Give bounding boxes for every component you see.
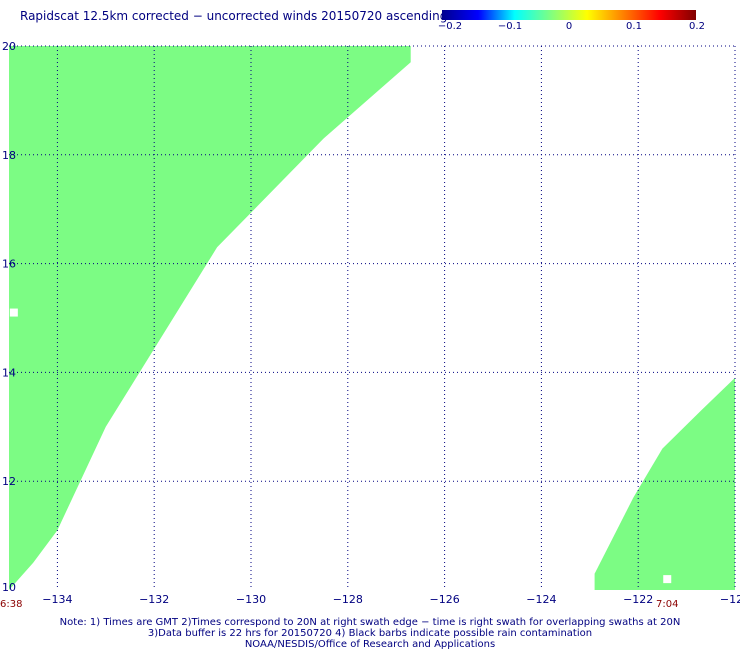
colorbar	[442, 10, 696, 20]
colorbar-label: 0.2	[689, 21, 705, 32]
x-tick-label: −128	[333, 593, 363, 606]
chart-title: Rapidscat 12.5km corrected − uncorrected…	[20, 9, 448, 23]
y-tick-label: 10	[2, 581, 16, 594]
data-gap	[663, 575, 672, 584]
time-left: 6:38	[0, 599, 23, 610]
y-tick-label: 18	[2, 149, 16, 162]
y-tick-label: 20	[2, 40, 16, 53]
colorbar-label: 0	[565, 21, 573, 32]
colorbar-label: −0.2	[437, 21, 463, 32]
note-line-3: NOAA/NESDIS/Office of Research and Appli…	[244, 639, 496, 650]
x-tick-label: −124	[526, 593, 556, 606]
x-tick-label: −122	[623, 593, 653, 606]
x-tick-label: −130	[236, 593, 266, 606]
y-tick-label: 16	[2, 258, 16, 271]
right-swath	[594, 377, 735, 590]
note-line-2: 3)Data buffer is 22 hrs for 20150720 4) …	[147, 628, 593, 639]
y-tick-label: 14	[2, 366, 16, 379]
x-tick-label: −132	[139, 593, 169, 606]
left-swath	[9, 46, 411, 590]
note-line-1: Note: 1) Times are GMT 2)Times correspon…	[59, 617, 681, 628]
time-right: 7:04	[656, 599, 679, 610]
colorbar-label: 0.1	[626, 21, 642, 32]
colorbar-gradient	[442, 10, 696, 20]
y-tick-label: 12	[2, 475, 16, 488]
x-tick-label: −126	[429, 593, 459, 606]
x-tick-label: −134	[42, 593, 72, 606]
data-gap	[9, 308, 18, 317]
x-tick-label: −120	[720, 593, 740, 606]
colorbar-label: −0.1	[497, 21, 523, 32]
